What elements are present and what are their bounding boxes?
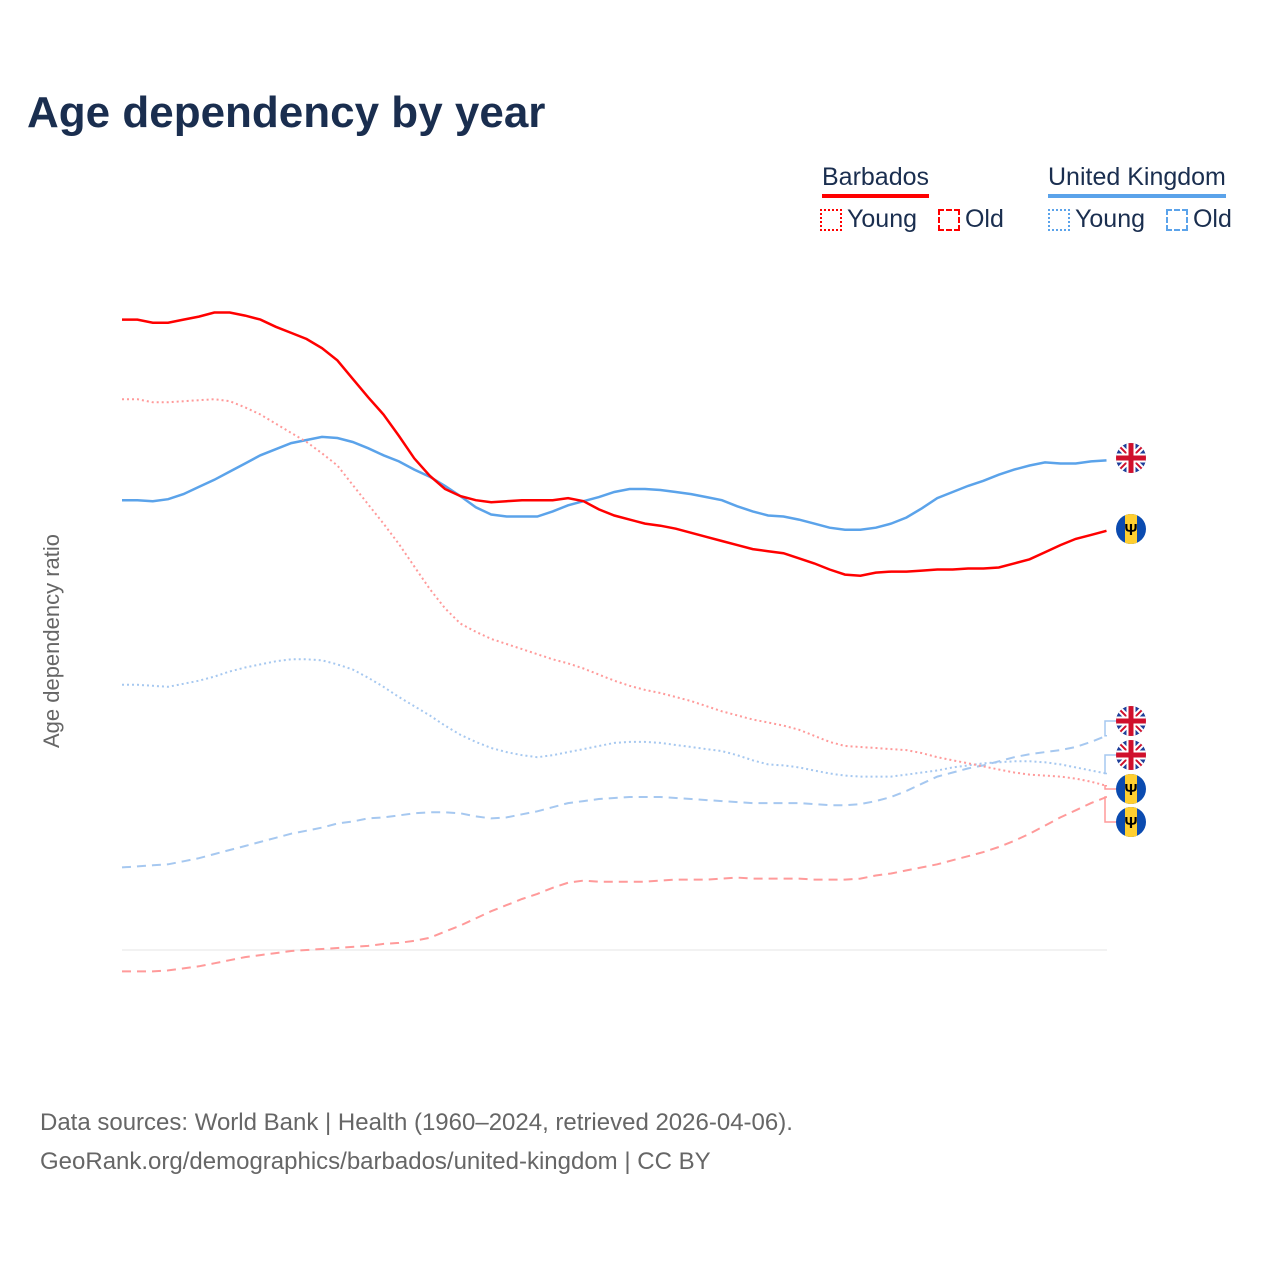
leader-line <box>1104 720 1116 737</box>
series-line-uk_young <box>122 658 1107 778</box>
dotted-swatch-icon <box>820 209 842 231</box>
legend-young-label: Young <box>847 205 917 233</box>
leader-line <box>1104 785 1116 790</box>
series-line-bb_total <box>122 311 1107 577</box>
uk-flag-icon <box>1116 740 1146 770</box>
barbados-flag-icon: Ψ <box>1116 514 1146 544</box>
leader-line <box>1104 754 1116 775</box>
legend-barbados: Barbados <box>822 163 930 198</box>
series-line-bb_old <box>122 796 1107 973</box>
legend-barbados-kinds: Young Old <box>820 205 1004 234</box>
barbados-flag-icon: Ψ <box>1116 774 1146 804</box>
y-axis-label: Age dependency ratio <box>39 533 64 749</box>
legend-old-label: Old <box>964 205 1004 233</box>
series-line-bb_young <box>122 398 1107 787</box>
dashed-swatch-icon <box>937 209 960 231</box>
uk-flag-icon <box>1116 706 1146 736</box>
svg-text:Ψ: Ψ <box>1125 815 1138 832</box>
barbados-flag-icon: Ψ <box>1116 807 1146 837</box>
legend-old-label: Old <box>1192 205 1232 233</box>
legend-uk-kinds: Young Old <box>1048 205 1232 234</box>
legend-uk: United Kingdom <box>1048 163 1226 198</box>
svg-text:Ψ: Ψ <box>1125 782 1138 799</box>
legend-uk-label: United Kingdom <box>1048 163 1226 198</box>
source-line-2: GeoRank.org/demographics/barbados/united… <box>40 1148 711 1175</box>
legend-barbados-label: Barbados <box>822 163 930 198</box>
legend-young-label: Young <box>1075 205 1145 233</box>
series-line-uk_total <box>122 435 1107 532</box>
dashed-swatch-icon <box>1165 209 1188 231</box>
chart-title: Age dependency by year <box>27 88 546 137</box>
dotted-swatch-icon <box>1048 209 1070 231</box>
leader-line <box>1104 796 1116 823</box>
source-line-1: Data sources: World Bank | Health (1960–… <box>40 1109 793 1136</box>
svg-text:Ψ: Ψ <box>1125 522 1138 539</box>
series-line-uk_old <box>121 734 1107 869</box>
uk-flag-icon <box>1116 443 1146 473</box>
